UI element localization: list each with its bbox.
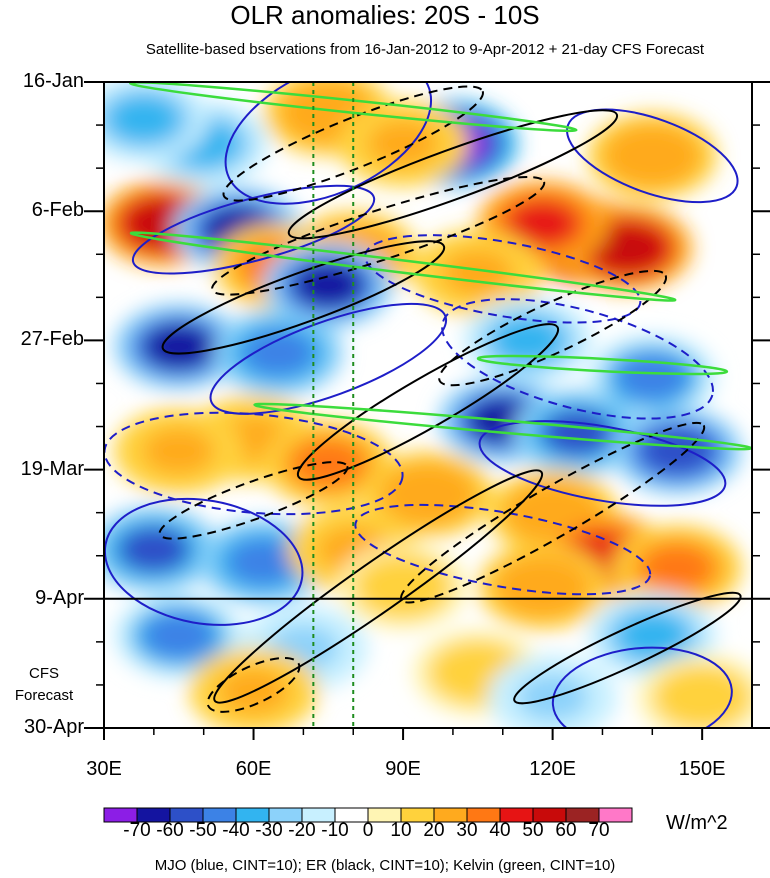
er-contour-7	[213, 469, 544, 704]
chart-title: OLR anomalies: 20S - 10S	[230, 0, 540, 30]
mjo-contour-8	[104, 497, 304, 626]
er-contour-6	[158, 461, 349, 540]
colorbar-label-11: 40	[489, 820, 511, 841]
colorbar-swatch-15	[598, 807, 633, 823]
colorbar-label-5: -20	[288, 820, 316, 841]
y-tick-label-0: 16-Jan	[22, 70, 84, 92]
olr-anomaly-23-2	[292, 440, 364, 487]
plot-frame	[103, 81, 753, 729]
colorbar-label-14: 70	[588, 820, 610, 841]
colorbar-label-0: -70	[123, 820, 151, 841]
y-tick-label-1: 6-Feb	[31, 199, 84, 222]
olr-anomaly-18-2	[616, 354, 688, 401]
olr-anomaly-31-2	[641, 544, 713, 592]
olr-anomaly-40-2	[666, 674, 738, 721]
olr-anomaly-5-2	[507, 200, 579, 247]
olr-anomaly-34-2	[143, 612, 215, 659]
olr-anomaly-16-2	[242, 329, 315, 376]
colorbar-label-3: -40	[222, 820, 250, 841]
olr-anomaly-15-2	[143, 323, 215, 370]
mjo-contour-1	[566, 108, 739, 204]
olr-anomaly-14-2	[292, 261, 364, 309]
x-tick-label-1: 60E	[235, 758, 272, 780]
colorbar-label-7: 0	[362, 820, 374, 841]
legend-footer: MJO (blue, CINT=10); ER (black, CINT=10)…	[154, 857, 616, 874]
x-tick-label-0: 30E	[86, 758, 122, 780]
colorbar-label-4: -30	[255, 820, 283, 841]
cfs-label-line2: Forecast	[14, 687, 74, 704]
x-tick-label-2: 90E	[385, 758, 421, 780]
x-tick-label-4: 150E	[678, 758, 726, 780]
colorbar-label-6: -10	[321, 820, 349, 841]
olr-anomaly-17-2	[492, 317, 564, 364]
olr-anomaly-24-2	[143, 428, 215, 475]
y-tick-label-5: 30-Apr	[23, 716, 84, 738]
units-label: W/m^2	[666, 812, 728, 834]
er-contour-5	[438, 269, 668, 387]
er-contour-4	[296, 323, 560, 481]
kelvin-contour-1	[129, 231, 677, 302]
mjo-contour-10	[551, 646, 733, 728]
olr-anomaly-28-2	[227, 538, 300, 585]
colorbar-label-1: -60	[156, 820, 184, 841]
olr-anomaly-10-2	[108, 95, 180, 142]
colorbar-label-8: 10	[390, 820, 412, 841]
er-contour-8	[400, 421, 706, 604]
er-contour-2	[211, 176, 546, 296]
colorbar-label-13: 60	[555, 820, 577, 841]
olr-anomaly-8-2	[616, 132, 688, 179]
olr-anomaly-32-2	[507, 563, 579, 610]
olr-anomaly-36-2	[616, 612, 688, 659]
kelvin-contour-3	[476, 354, 729, 376]
y-tick-label-4: 9-Apr	[35, 586, 84, 609]
colorbar-label-9: 20	[423, 820, 445, 841]
y-tick-label-2: 27-Feb	[20, 328, 84, 351]
cfs-forecast-label: CFS Forecast	[2, 663, 86, 707]
olr-anomaly-4-2	[591, 225, 664, 272]
colorbar-label-2: -50	[189, 820, 217, 841]
er-contour-3	[161, 240, 446, 355]
y-tick-label-3: 19-Mar	[20, 457, 84, 480]
olr-anomaly-20-2	[541, 409, 614, 456]
chart-subtitle: Satellite-based bservations from 16-Jan-…	[145, 41, 705, 58]
cfs-label-line1: CFS	[29, 665, 59, 682]
mjo-contour-7	[478, 420, 727, 507]
colorbar-label-10: 30	[456, 820, 478, 841]
er-contour-10	[206, 657, 301, 713]
er-contour-1	[287, 109, 619, 240]
x-tick-label-3: 120E	[529, 758, 576, 780]
colorbar-label-12: 50	[522, 820, 544, 841]
olr-anomaly-27-2	[118, 526, 190, 573]
mjo-contour-2	[131, 184, 376, 275]
er-contour-9	[513, 591, 742, 705]
er-contour-0	[222, 85, 484, 202]
mjo-contour-5	[441, 298, 714, 420]
